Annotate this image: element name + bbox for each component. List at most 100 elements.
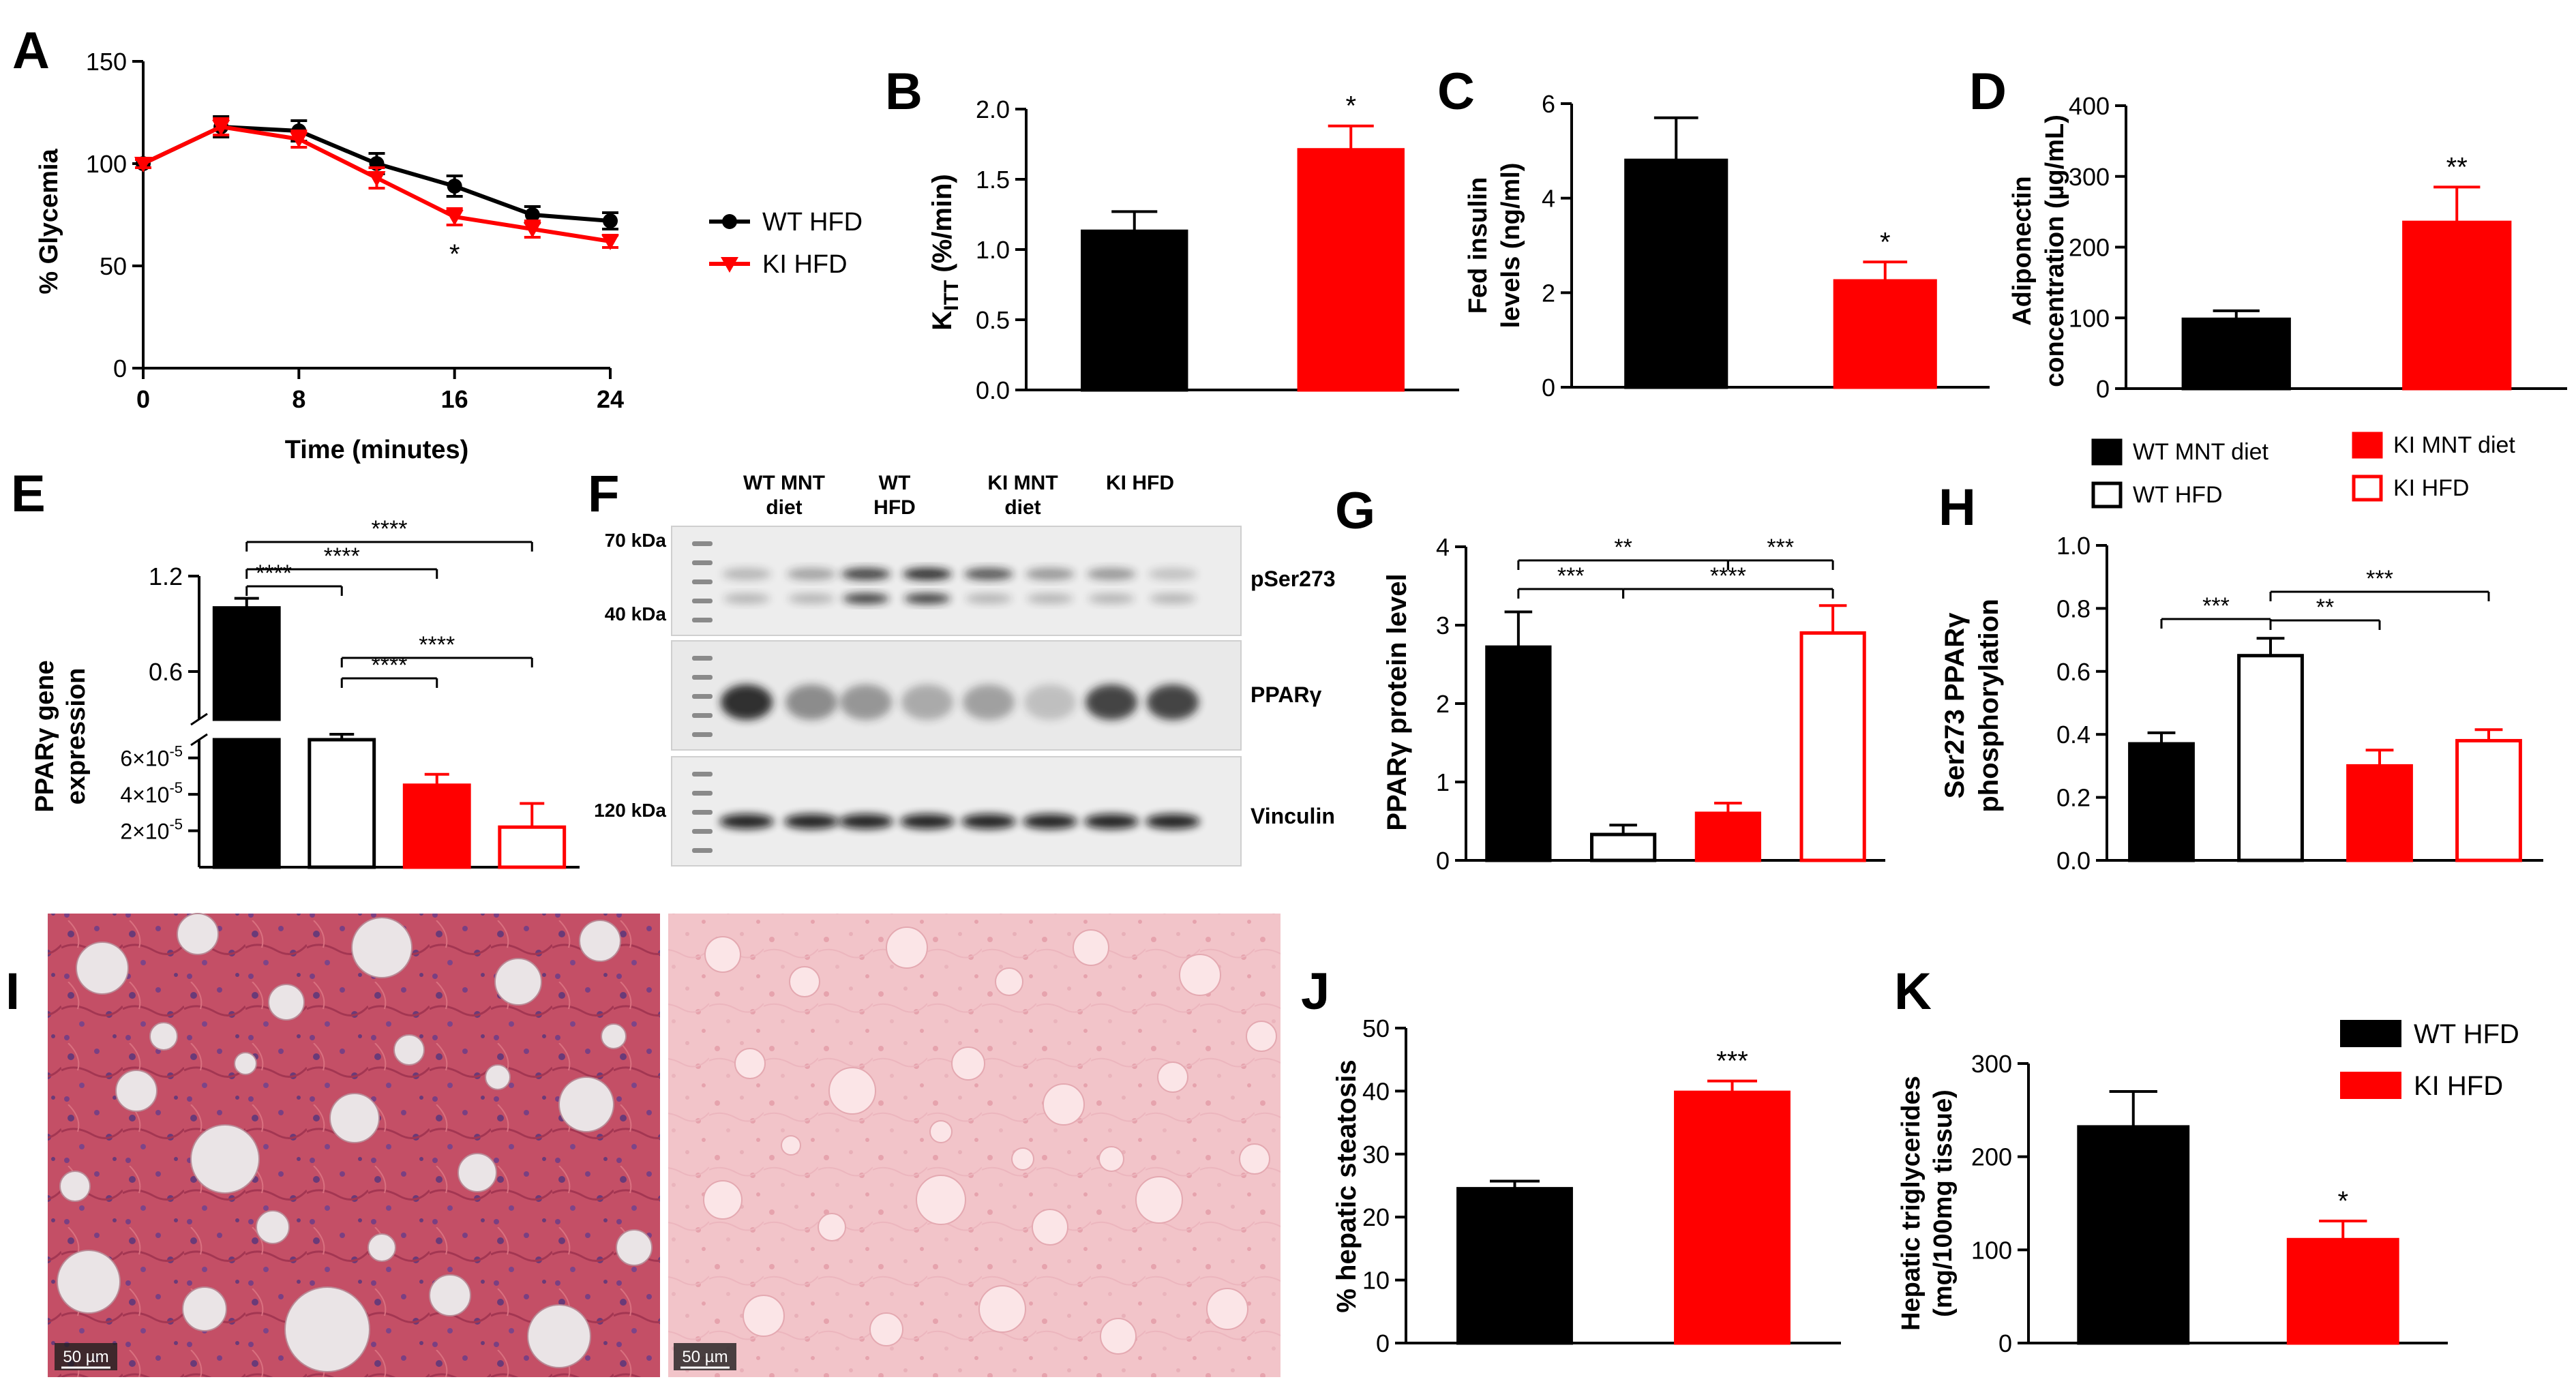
blot-band <box>1027 593 1073 604</box>
blot-membrane <box>671 756 1242 867</box>
bar <box>2128 742 2195 862</box>
kda-marker: 40 kDa <box>605 603 667 624</box>
lipid-droplet <box>616 1229 653 1266</box>
y-axis-title: expression <box>62 668 91 805</box>
y-tick-label: 0.4 <box>2056 721 2091 749</box>
blot-band <box>722 568 771 580</box>
blot-band <box>1150 593 1196 604</box>
lipid-droplet <box>781 1135 801 1156</box>
blot-band <box>785 684 837 720</box>
lane-label: HFD <box>873 496 916 519</box>
band-label: pSer273 <box>1250 567 1336 591</box>
significance-label: **** <box>372 652 408 678</box>
ladder-band <box>692 829 713 834</box>
lipid-droplet <box>869 1312 903 1346</box>
lipid-droplet <box>1073 929 1109 966</box>
y-tick-label: 0.5 <box>976 306 1010 334</box>
blot-band <box>788 593 835 604</box>
y-tick-label: 2 <box>1436 690 1450 718</box>
ladder-band <box>692 791 713 796</box>
blot-band <box>1024 684 1076 720</box>
significance-mark: * <box>1880 227 1891 257</box>
blot-band <box>719 814 774 829</box>
data-point <box>601 235 619 250</box>
lipid-droplet <box>284 1286 370 1372</box>
lipid-droplet <box>268 984 305 1021</box>
lipid-droplet <box>704 936 741 973</box>
lipid-droplet <box>1157 1061 1188 1093</box>
y-tick-label: 4×10-5 <box>120 779 183 807</box>
lipid-droplet <box>978 1285 1026 1333</box>
y-tick-label: 2×10-5 <box>120 816 183 844</box>
lipid-droplet <box>182 1286 227 1331</box>
ladder-band <box>692 675 713 680</box>
y-tick-label: 1.5 <box>976 166 1010 194</box>
y-axis-title: % Glycemia <box>35 148 63 294</box>
lipid-droplet <box>818 1213 846 1241</box>
panel-letter-h: H <box>1938 479 1976 537</box>
lipid-droplet <box>329 1093 380 1143</box>
blot-band <box>1023 814 1077 829</box>
y-axis-title: (mg/100mg tissue) <box>1929 1089 1958 1317</box>
bar <box>1694 811 1761 862</box>
y-tick-label: 1.0 <box>2056 532 2091 560</box>
y-axis-title: levels (ng/ml) <box>1497 163 1525 329</box>
bar <box>2077 1125 2190 1345</box>
bar <box>308 738 376 869</box>
panel-letter-i: I <box>5 963 20 1021</box>
blot-band <box>1147 684 1199 720</box>
lipid-droplet <box>1246 1021 1277 1052</box>
blot-band <box>904 593 950 604</box>
legend-swatch <box>2091 438 2123 466</box>
significance-label: **** <box>372 516 408 542</box>
lipid-droplet <box>76 941 129 995</box>
lipid-droplet <box>1206 1288 1248 1330</box>
y-tick-label: 6×10-5 <box>120 743 183 771</box>
y-tick-label: 100 <box>86 150 127 178</box>
panel-b-chart: 0.0 0.5 1.0 1.5 2.0 * KITT (%/min) <box>927 91 1459 404</box>
significance-label: **** <box>324 543 360 569</box>
y-tick-label: 150 <box>86 48 127 76</box>
lipid-droplet <box>1100 1318 1137 1355</box>
x-tick-label: 8 <box>292 385 305 413</box>
blot-band <box>964 568 1013 580</box>
y-tick-label: 2.0 <box>976 95 1010 123</box>
y-axis-title: concentration (µg/mL) <box>2041 115 2069 387</box>
blot-band <box>900 814 955 829</box>
y-tick-label: 6 <box>1542 90 1555 118</box>
blot-band <box>784 814 839 829</box>
bar <box>2455 738 2522 862</box>
legend-swatch <box>2340 1020 2401 1047</box>
y-tick-label: 0.2 <box>2056 784 2091 812</box>
panel-letter-g: G <box>1335 482 1375 540</box>
y-tick-label: 0 <box>1436 847 1450 875</box>
lipid-droplet <box>494 958 542 1006</box>
blot-band <box>840 684 892 720</box>
lipid-droplet <box>149 1022 178 1051</box>
lipid-droplet <box>703 1180 743 1220</box>
lipid-droplet <box>1032 1209 1068 1246</box>
y-tick-label: 2 <box>1542 279 1555 307</box>
lane-label: KI MNT <box>987 472 1058 494</box>
lipid-droplet <box>527 1304 591 1368</box>
legend-label: KI HFD <box>762 250 848 279</box>
y-tick-label: 1 <box>1436 768 1450 796</box>
significance-mark: *** <box>1716 1046 1748 1076</box>
blot-band <box>787 568 836 580</box>
panel-c-chart: 0 2 4 6 * Fed insulin levels (ng/ml) <box>1464 90 1990 402</box>
bar <box>212 738 281 869</box>
lipid-droplet <box>828 1067 876 1115</box>
y-tick-label: 0.6 <box>149 658 183 686</box>
bar <box>1297 148 1405 392</box>
blot-band <box>1084 814 1139 829</box>
panel-letter-k: K <box>1894 963 1932 1021</box>
band-label: PPARγ <box>1250 682 1322 707</box>
significance-label: **** <box>419 632 455 658</box>
lipid-droplet <box>59 1171 91 1202</box>
panel-a-legend: WT HFD KI HFD <box>709 208 863 279</box>
kda-marker: 120 kDa <box>594 800 666 821</box>
lipid-droplet <box>1098 1146 1124 1172</box>
lipid-droplet <box>951 1046 985 1081</box>
bar <box>1833 279 1937 389</box>
